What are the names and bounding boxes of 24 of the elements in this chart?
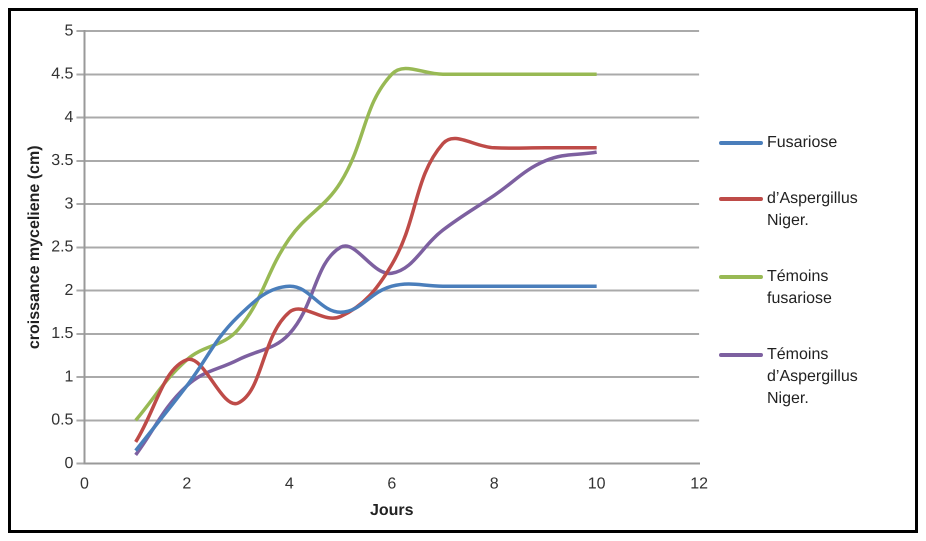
y-tick-label: 3: [64, 195, 74, 212]
legend-label: Témoins fusariose: [767, 266, 833, 308]
x-tick-label: 0: [80, 476, 89, 493]
y-tick-label: 5: [64, 22, 74, 40]
y-tick-label: 0: [64, 455, 74, 472]
x-tick-label: 2: [182, 476, 192, 493]
x-tick-label: 6: [387, 476, 396, 493]
x-tick-label: 10: [588, 476, 606, 493]
legend-label: Témoins d’Aspergillus Niger.: [767, 344, 859, 408]
y-tick-label: 3.5: [51, 152, 74, 170]
x-tick-label: 12: [690, 476, 708, 493]
legend-label: d’Aspergillus Niger.: [767, 188, 859, 230]
y-tick-label: 2.5: [51, 238, 74, 256]
x-tick-label: 8: [490, 476, 499, 493]
x-tick-label: 4: [284, 476, 294, 493]
y-axis-title: croissance myceliene (cm): [26, 145, 44, 350]
y-tick-label: 4.5: [51, 66, 74, 83]
legend-label: Fusariose: [767, 132, 838, 152]
y-tick-label: 0.5: [51, 412, 74, 429]
x-axis-title: Jours: [370, 502, 414, 519]
y-tick-label: 1.5: [51, 325, 74, 342]
y-tick-label: 2: [64, 282, 74, 299]
y-tick-label: 4: [64, 108, 74, 126]
y-tick-label: 1: [64, 368, 74, 386]
